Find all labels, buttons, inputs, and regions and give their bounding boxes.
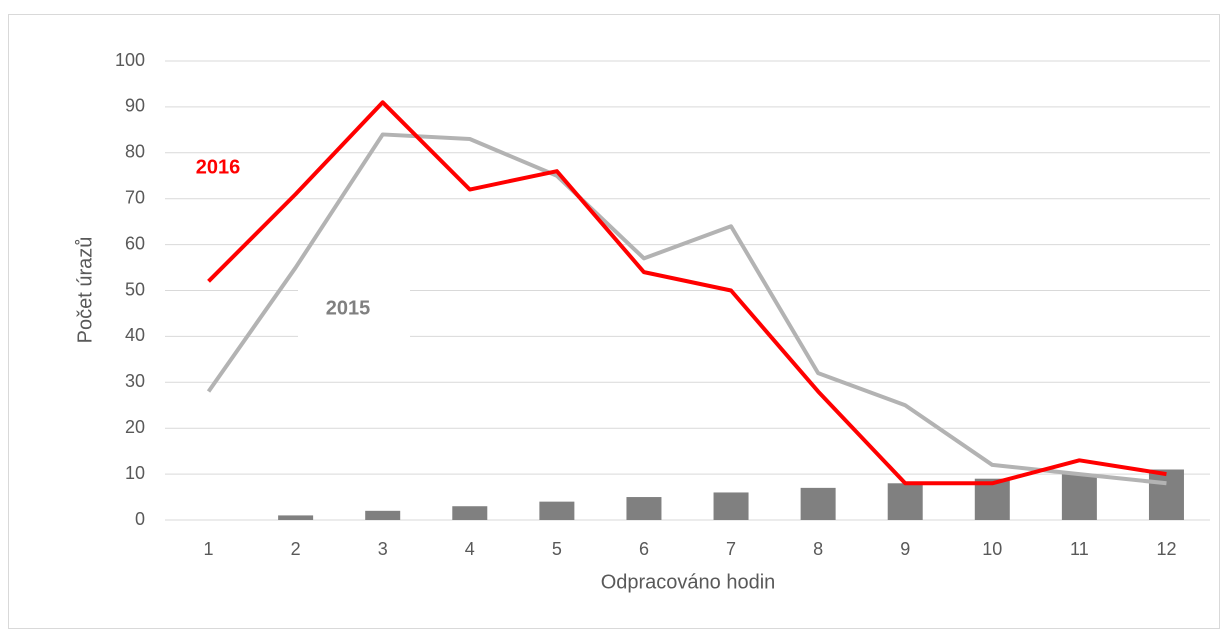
bar	[800, 487, 836, 520]
x-tick-label: 10	[982, 539, 1002, 559]
x-tick-label: 6	[639, 539, 649, 559]
x-tick-label: 12	[1156, 539, 1176, 559]
bar	[1148, 469, 1184, 520]
bar	[1061, 474, 1097, 520]
line-series	[206, 132, 1167, 486]
x-tick-label: 11	[1070, 539, 1089, 559]
x-tick-label: 4	[465, 539, 475, 559]
label-bg	[298, 279, 410, 339]
bar	[974, 478, 1010, 520]
bar	[365, 510, 401, 520]
x-tick-label: 3	[378, 539, 388, 559]
bar	[887, 483, 923, 520]
y-tick-label: 90	[125, 96, 145, 116]
bar	[278, 515, 314, 520]
y-tick-label: 60	[125, 233, 145, 253]
bar	[713, 492, 749, 520]
y-tick-label: 10	[125, 463, 145, 483]
bar	[626, 497, 662, 520]
x-tick-label: 2	[291, 539, 301, 559]
x-axis-title: Odpracováno hodin	[601, 571, 776, 593]
y-tick-label: 100	[115, 50, 145, 70]
chart-frame	[8, 14, 1220, 629]
y-tick-label: 70	[125, 187, 145, 207]
y-tick-label: 80	[125, 142, 145, 162]
bar	[539, 501, 575, 520]
line-series	[207, 100, 1167, 486]
x-tick-label: 5	[552, 539, 562, 559]
series-label: 2016	[196, 156, 241, 178]
series-label: 2015	[326, 297, 371, 319]
y-tick-label: 0	[135, 509, 145, 529]
y-axis-title: Počet úrazů	[74, 237, 96, 344]
x-tick-label: 9	[900, 539, 910, 559]
x-tick-label: 7	[726, 539, 736, 559]
bar	[452, 506, 488, 520]
y-tick-label: 40	[125, 325, 145, 345]
x-tick-label: 8	[813, 539, 823, 559]
y-tick-label: 50	[125, 279, 145, 299]
y-tick-label: 20	[125, 417, 145, 437]
y-tick-label: 30	[125, 371, 145, 391]
x-tick-label: 1	[204, 539, 214, 559]
